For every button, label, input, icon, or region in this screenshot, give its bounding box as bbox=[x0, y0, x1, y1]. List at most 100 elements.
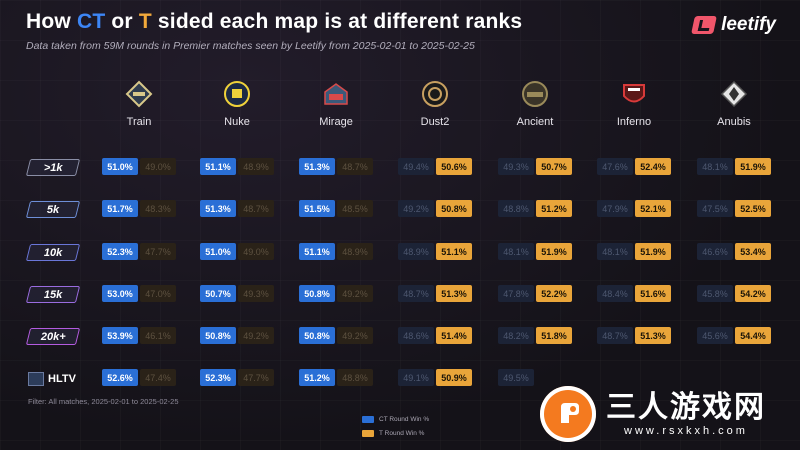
dust2-badge-icon bbox=[421, 80, 449, 108]
map-name: Nuke bbox=[224, 116, 250, 128]
ct-cell: 51.3% bbox=[200, 200, 236, 217]
t-cell: 52.1% bbox=[635, 200, 671, 217]
legend-label-t: T Round Win % bbox=[379, 429, 425, 437]
ancient-badge-icon bbox=[521, 80, 549, 108]
leetify-mark-icon bbox=[691, 16, 717, 34]
ct-cell: 46.6% bbox=[697, 243, 733, 260]
watermark-url: www.rsxkxh.com bbox=[624, 425, 748, 437]
map-name: Ancient bbox=[516, 116, 554, 128]
ct-cell: 48.9% bbox=[398, 243, 434, 260]
map-header-nuke: Nuke bbox=[189, 80, 285, 128]
t-cell: 48.3% bbox=[140, 200, 176, 217]
legend-item-t: T Round Win % bbox=[362, 426, 429, 440]
t-cell: 48.5% bbox=[337, 200, 373, 217]
t-cell: 49.0% bbox=[238, 243, 274, 260]
ct-cell: 48.1% bbox=[597, 243, 633, 260]
ct-cell: 51.1% bbox=[200, 158, 236, 175]
t-cell: 54.2% bbox=[735, 285, 771, 302]
t-cell: 51.1% bbox=[436, 243, 472, 260]
ct-cell: 47.9% bbox=[597, 200, 633, 217]
ct-cell: 50.8% bbox=[299, 327, 335, 344]
rank-label: 15k bbox=[43, 288, 63, 301]
ct-cell: 47.6% bbox=[597, 158, 633, 175]
t-cell: 49.2% bbox=[238, 327, 274, 344]
t-cell: 47.4% bbox=[140, 369, 176, 386]
ct-cell: 48.2% bbox=[498, 327, 534, 344]
rank-badge-5: HLTV bbox=[28, 370, 80, 388]
ct-cell: 48.1% bbox=[498, 243, 534, 260]
t-cell: 49.2% bbox=[337, 327, 373, 344]
ct-cell: 49.3% bbox=[498, 158, 534, 175]
watermark-logo-icon bbox=[540, 386, 596, 442]
legend: CT Round Win % T Round Win % bbox=[362, 412, 429, 440]
rank-badge-3: 15k bbox=[25, 286, 81, 303]
ct-cell: 47.8% bbox=[498, 285, 534, 302]
map-header-mirage: Mirage bbox=[288, 80, 384, 128]
t-cell: 46.1% bbox=[140, 327, 176, 344]
t-cell: 49.3% bbox=[238, 285, 274, 302]
t-cell: 51.2% bbox=[536, 200, 572, 217]
ct-cell: 53.9% bbox=[102, 327, 138, 344]
t-cell: 49.2% bbox=[337, 285, 373, 302]
t-cell: 51.3% bbox=[635, 327, 671, 344]
hltv-logo-icon bbox=[28, 372, 44, 386]
brand-name: leetify bbox=[721, 14, 776, 35]
map-name: Dust2 bbox=[420, 116, 450, 128]
map-header-anubis: Anubis bbox=[686, 80, 782, 128]
ct-cell: 48.6% bbox=[398, 327, 434, 344]
title-ct-word: CT bbox=[76, 10, 106, 33]
ct-cell: 48.4% bbox=[597, 285, 633, 302]
filter-note: Filter: All matches, 2025-02-01 to 2025-… bbox=[28, 397, 179, 406]
ct-cell: 48.8% bbox=[498, 200, 534, 217]
map-header-train: Train bbox=[91, 80, 187, 128]
t-cell: 48.9% bbox=[238, 158, 274, 175]
title-t-word: T bbox=[138, 10, 152, 33]
chart-title: How CT or T sided each map is at differe… bbox=[26, 10, 523, 33]
t-cell: 51.9% bbox=[536, 243, 572, 260]
map-header-ancient: Ancient bbox=[487, 80, 583, 128]
legend-item-ct: CT Round Win % bbox=[362, 412, 429, 426]
ct-cell: 50.8% bbox=[200, 327, 236, 344]
rank-badge-2: 10k bbox=[25, 244, 81, 261]
ct-cell: 48.7% bbox=[398, 285, 434, 302]
t-cell: 51.6% bbox=[635, 285, 671, 302]
t-cell: 48.8% bbox=[337, 369, 373, 386]
anubis-badge-icon bbox=[720, 80, 748, 108]
watermark: 三人游戏网 www.rsxkxh.com bbox=[540, 378, 800, 450]
ct-cell: 53.0% bbox=[102, 285, 138, 302]
rank-label: 5k bbox=[46, 203, 60, 216]
ct-cell: 51.2% bbox=[299, 369, 335, 386]
train-badge-icon bbox=[125, 80, 153, 108]
ct-cell: 48.1% bbox=[697, 158, 733, 175]
rank-badge-0: >1k bbox=[25, 159, 81, 176]
t-cell: 49.0% bbox=[140, 158, 176, 175]
ct-cell: 49.4% bbox=[398, 158, 434, 175]
map-name: Mirage bbox=[319, 116, 353, 128]
t-cell: 54.4% bbox=[735, 327, 771, 344]
ct-cell: 52.3% bbox=[200, 369, 236, 386]
t-cell: 47.7% bbox=[140, 243, 176, 260]
ct-cell: 49.1% bbox=[398, 369, 434, 386]
t-cell: 51.9% bbox=[735, 158, 771, 175]
t-cell: 53.4% bbox=[735, 243, 771, 260]
ct-cell: 50.8% bbox=[299, 285, 335, 302]
inferno-badge-icon bbox=[620, 80, 648, 108]
t-cell: 52.2% bbox=[536, 285, 572, 302]
ct-cell: 50.7% bbox=[200, 285, 236, 302]
t-cell: 51.3% bbox=[436, 285, 472, 302]
t-cell: 48.7% bbox=[337, 158, 373, 175]
ct-cell: 51.7% bbox=[102, 200, 138, 217]
chart-subtitle: Data taken from 59M rounds in Premier ma… bbox=[26, 40, 475, 52]
t-cell: 48.9% bbox=[337, 243, 373, 260]
t-cell: 52.5% bbox=[735, 200, 771, 217]
map-name: Anubis bbox=[717, 116, 751, 128]
legend-swatch-t bbox=[362, 429, 374, 437]
t-cell: 48.7% bbox=[238, 200, 274, 217]
t-cell: 47.0% bbox=[140, 285, 176, 302]
rank-label: >1k bbox=[43, 161, 63, 174]
rank-label: HLTV bbox=[48, 373, 76, 385]
nuke-badge-icon bbox=[223, 80, 251, 108]
t-cell: 50.7% bbox=[536, 158, 572, 175]
ct-cell: 49.2% bbox=[398, 200, 434, 217]
ct-cell: 51.1% bbox=[299, 243, 335, 260]
